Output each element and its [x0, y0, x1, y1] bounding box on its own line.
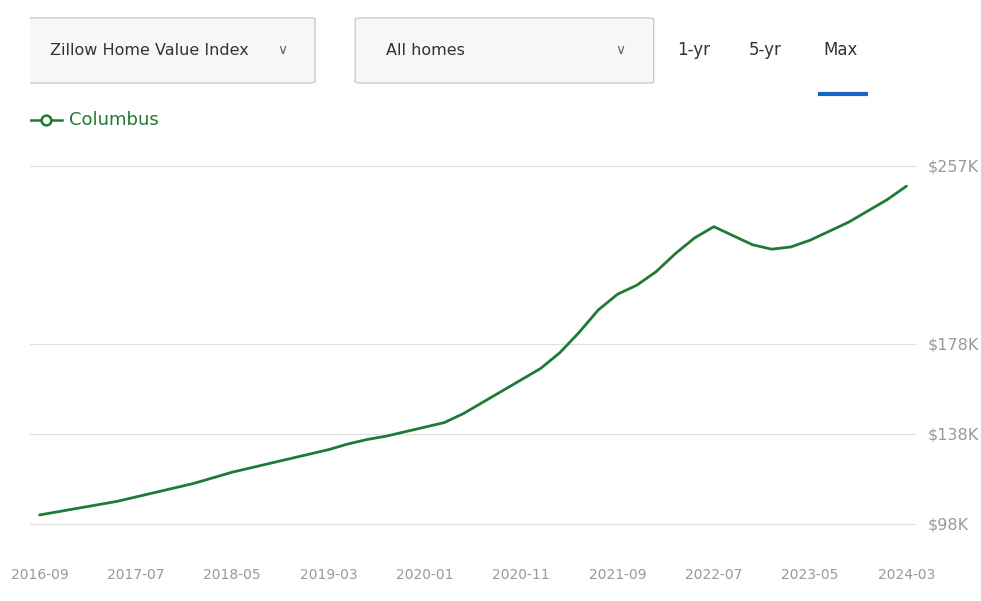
Text: 1-yr: 1-yr	[677, 41, 710, 59]
Text: ∨: ∨	[278, 43, 287, 58]
Text: 5-yr: 5-yr	[749, 41, 782, 59]
Text: All homes: All homes	[387, 43, 465, 58]
Text: ∨: ∨	[615, 43, 626, 58]
Text: Columbus: Columbus	[69, 111, 159, 129]
FancyBboxPatch shape	[17, 18, 315, 83]
FancyBboxPatch shape	[355, 18, 653, 83]
Text: Zillow Home Value Index: Zillow Home Value Index	[50, 43, 248, 58]
Text: Max: Max	[824, 41, 858, 59]
